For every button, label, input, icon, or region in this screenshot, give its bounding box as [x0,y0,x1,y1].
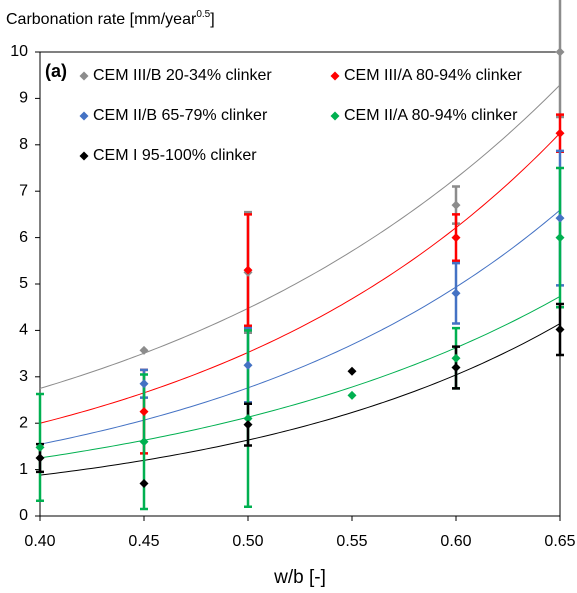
y-tick-label: 2 [19,414,28,431]
data-point [243,420,253,430]
data-point [451,233,461,243]
data-point [555,324,565,334]
y-tick-label: 5 [19,275,28,292]
legend-label: CEM II/B 65-79% clinker [93,107,268,124]
x-tick-label: 0.50 [232,533,263,550]
y-tick-label: 4 [19,322,28,339]
legend-marker [79,71,89,81]
y-tick-label: 9 [19,90,28,107]
x-tick-label: 0.45 [128,533,159,550]
data-point [451,200,461,210]
y-tick-label: 3 [19,368,28,385]
data-point [139,407,149,417]
data-point [243,265,253,275]
data-point [555,128,565,138]
y-tick-label: 7 [19,182,28,199]
fit-curve [39,209,561,445]
legend-label: CEM II/A 80-94% clinker [344,107,518,124]
data-point [139,379,149,389]
y-tick-label: 1 [19,461,28,478]
x-axis-label: w/b [-] [273,567,326,588]
data-point [347,366,357,376]
fit-curve [39,296,561,459]
fit-curve [39,323,561,476]
data-point [139,479,149,489]
y-tick-label: 6 [19,229,28,246]
y-tick-label: 0 [19,507,28,524]
data-point [35,453,45,463]
data-point [139,345,149,355]
legend-marker [330,71,340,81]
y-axis-label: Carbonation rate [mm/year0.5] [6,9,215,29]
fit-curve [39,132,561,424]
fit-curve [39,84,561,389]
legend-label: CEM III/A 80-94% clinker [344,67,523,84]
data-point [347,390,357,400]
y-axis-label-end: ] [210,11,214,28]
data-point [139,437,149,447]
y-tick-label: 8 [19,136,28,153]
y-axis-label-text: Carbonation rate [mm/year [6,11,197,28]
data-point [555,47,565,57]
x-tick-label: 0.65 [544,533,575,550]
legend-marker [79,151,89,161]
data-point [451,353,461,363]
y-axis-label-sup: 0.5 [196,9,210,20]
legend-label: CEM III/B 20-34% clinker [93,67,272,84]
data-point [35,442,45,452]
data-point [451,363,461,373]
x-tick-label: 0.60 [440,533,471,550]
legend-marker [79,111,89,121]
error-bar [556,0,564,119]
y-tick-label: 10 [10,43,28,60]
legend-label: CEM I 95-100% clinker [93,147,257,164]
x-tick-label: 0.55 [336,533,367,550]
data-point [243,414,253,424]
annotation: (a) [45,61,67,81]
legend-marker [330,111,340,121]
x-tick-label: 0.40 [24,533,55,550]
data-point [243,360,253,370]
data-point [555,233,565,243]
data-point [451,288,461,298]
data-point [555,213,565,223]
